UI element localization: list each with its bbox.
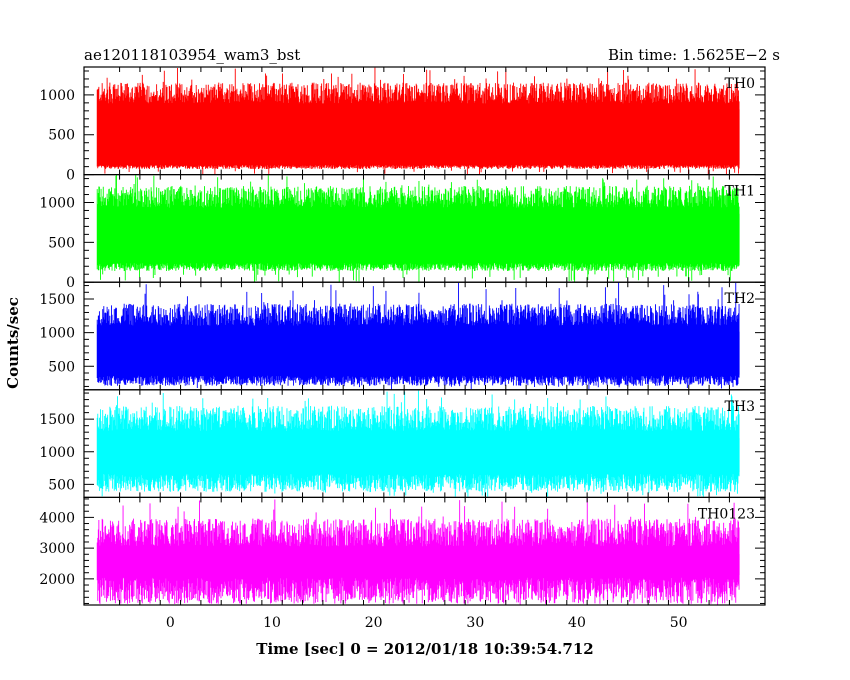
series-core-th3 [97, 438, 740, 473]
y-tick-label: 1500 [39, 412, 75, 428]
y-tick-label: 0 [66, 275, 75, 291]
y-tick-label: 1000 [39, 326, 75, 342]
series-core-th0 [97, 109, 740, 165]
panel-label: TH0 [725, 76, 755, 92]
x-tick-label: 10 [263, 615, 281, 631]
y-tick-label: 1500 [39, 292, 75, 308]
y-tick-label: 3000 [39, 541, 75, 557]
y-tick-label: 1000 [39, 445, 75, 461]
y-axis-label: Counts/sec [4, 297, 22, 389]
y-tick-label: 500 [48, 128, 75, 144]
series-th0123 [96, 498, 740, 605]
y-tick-label: 0 [66, 168, 75, 184]
x-tick-label: 0 [166, 615, 175, 631]
y-tick-label: 1000 [39, 195, 75, 211]
y-tick-label: 500 [48, 359, 75, 375]
panel-label: TH0123 [698, 506, 755, 522]
x-tick-label: 40 [568, 615, 586, 631]
series-core-th1 [97, 213, 740, 263]
x-axis-label: Time [sec] 0 = 2012/01/18 10:39:54.712 [256, 640, 593, 658]
y-tick-label: 4000 [39, 510, 75, 526]
series-core-th2 [97, 331, 740, 375]
series-core-th0123 [97, 554, 740, 576]
y-tick-label: 2000 [39, 572, 75, 588]
panel-th0123: 2000 3000 4000 TH0123 [39, 496, 766, 606]
y-tick-label: 500 [48, 235, 75, 251]
panel-th2: 500 1000 1500 TH2 [39, 281, 766, 391]
y-tick-label: 1000 [39, 88, 75, 104]
x-tick-label: 20 [365, 615, 383, 631]
panel-th1: 0 500 1000 TH1 [39, 174, 766, 291]
panel-th3: 500 1000 1500 TH3 [39, 389, 766, 498]
y-tick-label: 500 [48, 477, 75, 493]
panel-th0: 0 500 1000 TH0 [39, 66, 766, 184]
panel-label: TH1 [725, 184, 755, 200]
panel-label: TH2 [725, 291, 755, 307]
chart-title: ae120118103954_wam3_bst [84, 46, 300, 64]
x-tick-label: 50 [670, 615, 688, 631]
panel-label: TH3 [725, 399, 755, 415]
bin-time-label: Bin time: 1.5625E−2 s [608, 46, 780, 64]
x-tick-label: 30 [466, 615, 484, 631]
